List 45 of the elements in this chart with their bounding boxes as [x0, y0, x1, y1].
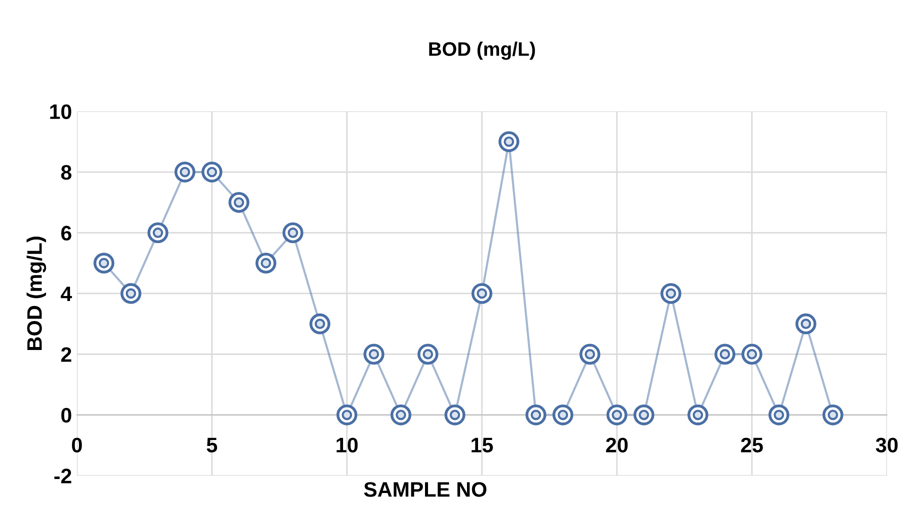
y-tick-label: 0	[61, 408, 72, 423]
point	[202, 162, 222, 182]
x-tick-label: 10	[336, 438, 358, 452]
y-tick-label: -2	[54, 468, 72, 484]
x-tick-label: 0	[72, 438, 82, 452]
point	[282, 222, 304, 244]
point	[714, 344, 736, 365]
y-tick-label: 4	[60, 286, 72, 302]
point	[364, 344, 384, 365]
point	[660, 283, 682, 304]
chart-title: BOD (mg/L)	[429, 42, 535, 60]
point	[579, 344, 600, 365]
point	[336, 404, 358, 426]
point	[417, 344, 438, 365]
point	[633, 404, 654, 426]
point	[525, 404, 546, 426]
point	[552, 404, 574, 426]
x-tick-label: 5	[206, 438, 218, 452]
point	[148, 222, 168, 244]
point	[390, 404, 412, 426]
point	[310, 313, 330, 334]
point	[256, 252, 276, 274]
y-tick-label: 6	[61, 226, 72, 241]
point	[822, 404, 844, 426]
x-tick-label: 15	[472, 438, 493, 452]
y-tick-label: 10	[50, 104, 72, 120]
point	[498, 131, 520, 152]
x-axis-title: SAMPLE NO	[364, 482, 486, 497]
x-tick-label: 25	[741, 438, 763, 452]
point	[687, 404, 708, 426]
point	[768, 404, 790, 426]
point	[120, 283, 142, 304]
point	[174, 162, 196, 182]
point	[471, 283, 492, 304]
point	[228, 192, 250, 213]
point	[444, 404, 466, 426]
y-tick-label: 2	[61, 347, 72, 362]
x-tick-label: 20	[606, 438, 628, 452]
point	[606, 404, 628, 426]
point	[741, 344, 762, 365]
y-axis-title: BOD (mg/L)	[26, 236, 46, 350]
point	[94, 252, 114, 274]
y-tick-label: 8	[61, 165, 72, 180]
point	[795, 313, 816, 334]
x-tick-label: 30	[876, 438, 898, 452]
